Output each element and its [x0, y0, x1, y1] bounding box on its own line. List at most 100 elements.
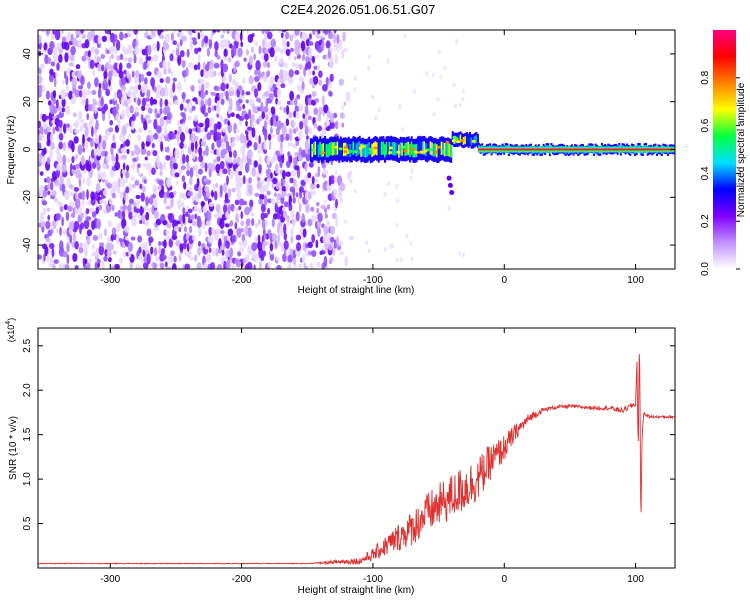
signal-band-core [342, 142, 345, 157]
noise-blob [279, 48, 284, 55]
noise-blob [234, 222, 238, 230]
noise-blob [258, 219, 261, 225]
noise-blob [207, 106, 212, 114]
noise-blob [213, 190, 218, 201]
signal-peak [445, 140, 450, 144]
noise-blob [74, 240, 80, 250]
noise-blob [131, 119, 135, 131]
noise-blob [247, 149, 253, 160]
noise-blob [193, 254, 198, 262]
noise-blob [206, 253, 212, 264]
noise-blob [131, 160, 136, 170]
noise-blob [270, 106, 276, 115]
noise-blob [127, 203, 132, 213]
noise-blob [198, 184, 202, 195]
noise-blob [318, 70, 323, 78]
noise-blob [58, 141, 64, 150]
noise-blob [47, 190, 51, 196]
noise-blob [264, 219, 269, 227]
noise-blob [178, 168, 182, 175]
noise-blob [98, 205, 103, 211]
noise-blob [134, 111, 139, 117]
noise-blob [66, 177, 71, 188]
signal-band-core [421, 141, 424, 155]
colorbar: 0.0 0.2 0.4 0.6 0.8 Normalized spectral ampl… [700, 30, 747, 276]
noise-blob [258, 97, 262, 104]
noise-blob [64, 52, 69, 63]
signal-band-core [328, 142, 331, 156]
noise-blob [321, 223, 325, 228]
noise-blob [262, 240, 268, 247]
noise-blob [80, 155, 86, 166]
noise-blob [251, 33, 255, 38]
noise-blob [54, 30, 61, 41]
noise-blob [236, 227, 242, 238]
noise-blob [223, 260, 227, 269]
noise-blob [181, 59, 186, 69]
noise-blob [321, 128, 327, 137]
noise-blob [80, 30, 85, 35]
signal-band-core [363, 144, 366, 158]
noise-blob [386, 58, 390, 64]
noise-blob [267, 207, 271, 215]
noise-blob [403, 33, 407, 39]
noise-blob [305, 135, 310, 140]
noise-blob [52, 263, 56, 269]
signal-band-core [317, 144, 320, 158]
noise-blob [204, 230, 208, 236]
noise-blob [221, 140, 226, 151]
noise-blob [38, 152, 43, 163]
noise-blob [135, 41, 139, 47]
noise-blob [91, 126, 94, 137]
noise-blob [69, 53, 75, 62]
noise-blob [198, 84, 202, 92]
noise-blob [164, 87, 169, 98]
noise-blob [123, 56, 128, 62]
noise-blob [395, 198, 399, 204]
signal-peak [361, 144, 366, 148]
noise-blob [268, 92, 274, 101]
noise-blob [193, 64, 198, 71]
noise-blob [78, 246, 84, 254]
noise-blob [395, 184, 399, 190]
noise-blob [208, 68, 215, 79]
noise-blob [235, 134, 240, 142]
noise-blob [153, 197, 158, 209]
noise-blob [65, 84, 70, 92]
y-tick-label: 20 [22, 96, 33, 108]
noise-blob [270, 172, 273, 179]
signal-band-core [313, 142, 316, 156]
noise-blob [151, 42, 157, 51]
noise-blob [210, 162, 216, 172]
noise-blob [202, 61, 206, 71]
noise-blob [94, 134, 100, 145]
noise-blob [73, 220, 80, 230]
noise-blob [106, 182, 112, 189]
noise-blob [192, 235, 197, 242]
noise-blob [222, 182, 228, 194]
noise-blob [410, 167, 414, 173]
noise-blob [458, 250, 462, 256]
noise-blob [313, 107, 319, 116]
noise-blob [266, 70, 271, 77]
noise-blob [261, 218, 267, 230]
noise-blob [281, 125, 287, 137]
noise-blob [311, 215, 317, 223]
signal-peak [373, 146, 378, 150]
signal-band-core [387, 141, 390, 155]
noise-blob [202, 150, 206, 156]
noise-blob [163, 160, 167, 171]
y-tick-label: 40 [22, 48, 33, 60]
noise-blob [243, 135, 248, 144]
noise-blob [124, 225, 130, 233]
noise-blob [237, 47, 243, 58]
noise-blob [307, 218, 313, 227]
noise-blob [247, 184, 253, 195]
noise-blob [108, 242, 114, 251]
noise-blob [74, 128, 80, 134]
noise-blob [300, 40, 306, 52]
noise-blob [296, 94, 301, 100]
noise-blob [66, 254, 70, 265]
noise-blob [333, 188, 338, 198]
noise-blob [246, 261, 253, 269]
